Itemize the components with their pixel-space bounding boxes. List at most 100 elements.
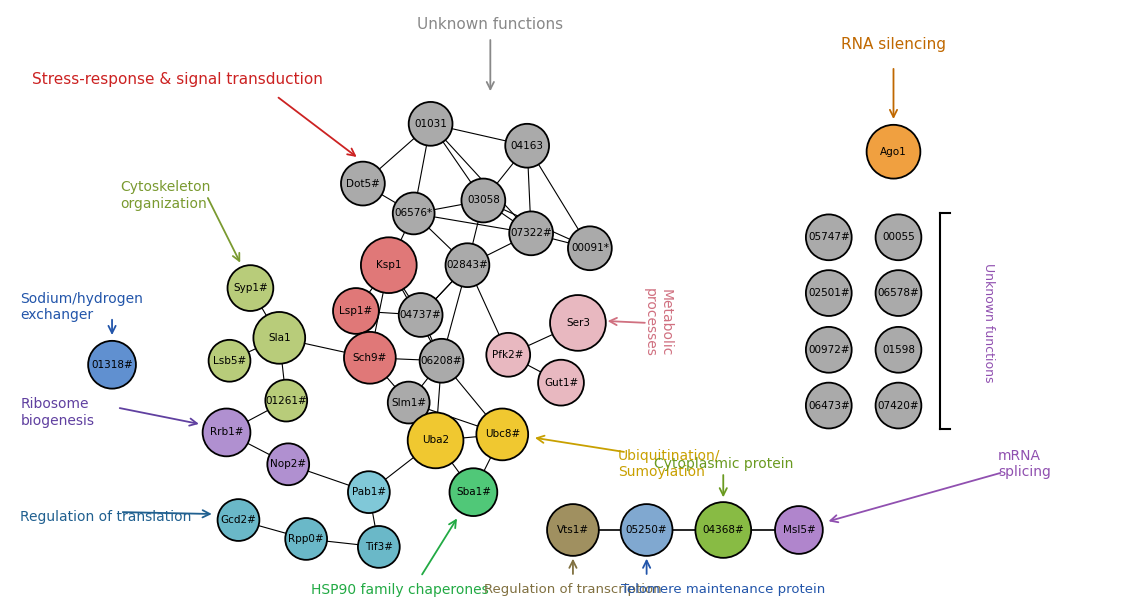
Circle shape <box>547 504 599 556</box>
Text: 01261#: 01261# <box>265 395 307 406</box>
Text: Gcd2#: Gcd2# <box>220 515 256 525</box>
Text: Unknown functions: Unknown functions <box>982 263 995 383</box>
Text: Regulation of transcription: Regulation of transcription <box>484 583 661 596</box>
Circle shape <box>409 102 453 146</box>
Text: 00972#: 00972# <box>807 345 850 355</box>
Text: 06578#: 06578# <box>877 288 920 298</box>
Circle shape <box>876 270 921 316</box>
Text: Ubiquitination/
Sumoylation: Ubiquitination/ Sumoylation <box>618 449 720 479</box>
Text: Sla1: Sla1 <box>268 333 291 343</box>
Text: 01031: 01031 <box>414 119 447 129</box>
Text: Sch9#: Sch9# <box>353 352 387 363</box>
Circle shape <box>218 499 259 541</box>
Text: 07322#: 07322# <box>510 228 553 238</box>
Text: Tif3#: Tif3# <box>365 542 393 552</box>
Circle shape <box>420 339 464 383</box>
Text: Slm1#: Slm1# <box>391 398 427 408</box>
Circle shape <box>462 178 505 223</box>
Text: 03058: 03058 <box>467 196 500 205</box>
Text: 06576*: 06576* <box>394 208 432 218</box>
Text: 00055: 00055 <box>882 232 915 242</box>
Text: Lsp1#: Lsp1# <box>339 306 373 316</box>
Text: Vts1#: Vts1# <box>557 525 588 535</box>
Text: Dot5#: Dot5# <box>346 178 380 189</box>
Circle shape <box>806 383 851 428</box>
Text: Msl5#: Msl5# <box>783 525 815 535</box>
Circle shape <box>334 288 378 334</box>
Text: Nop2#: Nop2# <box>271 459 307 470</box>
Circle shape <box>476 408 528 460</box>
Circle shape <box>695 502 751 558</box>
Circle shape <box>360 237 417 293</box>
Text: 04737#: 04737# <box>400 310 441 320</box>
Text: Ser3: Ser3 <box>566 318 590 328</box>
Circle shape <box>209 340 250 382</box>
Text: 02843#: 02843# <box>447 260 489 270</box>
Circle shape <box>348 471 390 513</box>
Circle shape <box>806 270 851 316</box>
Text: Cytoskeleton
organization: Cytoskeleton organization <box>120 180 210 211</box>
Circle shape <box>202 408 250 456</box>
Circle shape <box>806 327 851 373</box>
Circle shape <box>505 124 549 167</box>
Circle shape <box>358 526 400 568</box>
Circle shape <box>267 443 309 485</box>
Text: Telomere maintenance protein: Telomere maintenance protein <box>621 583 825 596</box>
Circle shape <box>399 293 442 337</box>
Text: Rpp0#: Rpp0# <box>289 534 323 544</box>
Text: Syp1#: Syp1# <box>234 283 267 293</box>
Text: Ago1: Ago1 <box>880 147 907 157</box>
Circle shape <box>775 506 823 554</box>
Circle shape <box>876 215 921 260</box>
Circle shape <box>486 333 530 376</box>
Circle shape <box>867 125 921 178</box>
Circle shape <box>446 243 490 287</box>
Text: Cytoplasmic protein: Cytoplasmic protein <box>654 457 793 471</box>
Circle shape <box>408 413 464 468</box>
Text: Rrb1#: Rrb1# <box>210 427 244 438</box>
Circle shape <box>344 332 395 384</box>
Circle shape <box>621 504 673 556</box>
Text: Sodium/hydrogen
exchanger: Sodium/hydrogen exchanger <box>20 292 144 322</box>
Text: 01318#: 01318# <box>91 360 133 370</box>
Text: 04368#: 04368# <box>702 525 745 535</box>
Text: 07420#: 07420# <box>878 400 920 411</box>
Circle shape <box>88 341 136 389</box>
Text: Pab1#: Pab1# <box>351 487 386 497</box>
Circle shape <box>387 382 430 424</box>
Text: Stress-response & signal transduction: Stress-response & signal transduction <box>33 72 323 86</box>
Text: Pfk2#: Pfk2# <box>493 350 524 360</box>
Circle shape <box>228 265 273 311</box>
Text: 01598: 01598 <box>882 345 915 355</box>
Text: Regulation of translation: Regulation of translation <box>20 510 192 524</box>
Text: 06208#: 06208# <box>421 356 463 366</box>
Text: HSP90 family chaperones: HSP90 family chaperones <box>311 583 489 596</box>
Text: Metabolic
processes: Metabolic processes <box>642 289 673 357</box>
Circle shape <box>568 226 612 270</box>
Circle shape <box>550 295 605 351</box>
Circle shape <box>285 518 327 560</box>
Circle shape <box>806 215 851 260</box>
Text: Ubc8#: Ubc8# <box>485 430 520 440</box>
Circle shape <box>254 312 305 364</box>
Text: Unknown functions: Unknown functions <box>418 17 564 32</box>
Text: 00091*: 00091* <box>570 243 609 253</box>
Circle shape <box>449 468 497 516</box>
Circle shape <box>393 192 435 234</box>
Text: Lsb5#: Lsb5# <box>213 356 246 366</box>
Text: 06473#: 06473# <box>807 400 850 411</box>
Text: RNA silencing: RNA silencing <box>841 37 946 51</box>
Text: Uba2: Uba2 <box>422 435 449 446</box>
Circle shape <box>265 379 308 422</box>
Text: 04163: 04163 <box>511 141 544 151</box>
Circle shape <box>509 211 553 255</box>
Text: Sba1#: Sba1# <box>456 487 491 497</box>
Text: mRNA
splicing: mRNA splicing <box>998 449 1051 479</box>
Circle shape <box>341 162 385 205</box>
Circle shape <box>876 383 921 428</box>
Text: 05250#: 05250# <box>626 525 667 535</box>
Text: 02501#: 02501# <box>807 288 850 298</box>
Circle shape <box>876 327 921 373</box>
Text: Ksp1: Ksp1 <box>376 260 402 270</box>
Text: Ribosome
biogenesis: Ribosome biogenesis <box>20 397 94 428</box>
